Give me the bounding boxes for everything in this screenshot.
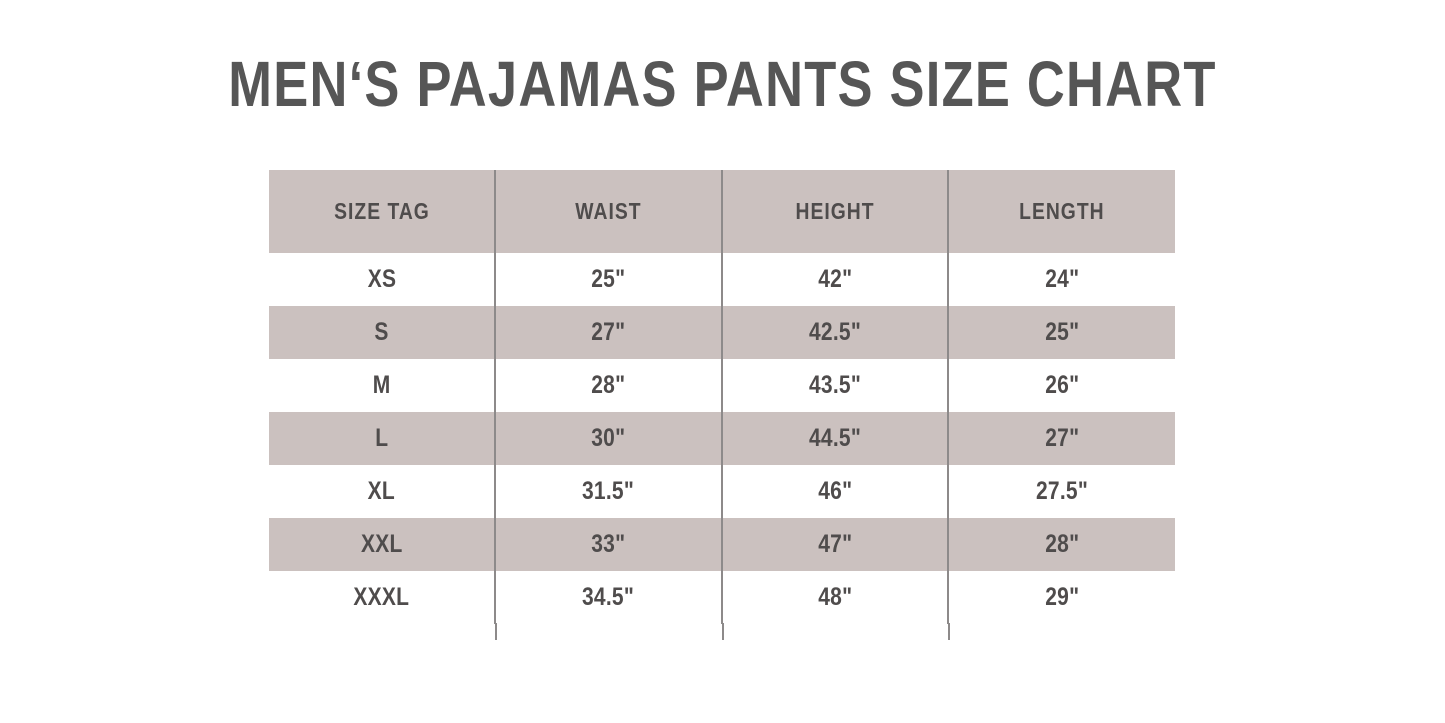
- table-row: L 30" 44.5" 27": [269, 412, 1175, 465]
- column-divider-2: [722, 623, 724, 640]
- cell-size: XL: [269, 465, 495, 518]
- cell-size: L: [269, 412, 495, 465]
- column-header-size-tag-label: SIZE TAG: [333, 198, 430, 224]
- cell-length: 27.5": [947, 465, 1175, 518]
- cell-height: 42": [721, 253, 948, 306]
- cell-size: M: [269, 359, 495, 412]
- table-header: SIZE TAG WAIST HEIGHT LENGTH: [269, 170, 1175, 253]
- column-divider-1: [495, 623, 497, 640]
- cell-waist: 31.5": [494, 465, 722, 518]
- page-title: MEN‘S PAJAMAS PANTS SIZE CHART: [228, 48, 1217, 120]
- cell-length: 29": [947, 571, 1175, 624]
- column-header-length: LENGTH: [947, 170, 1175, 253]
- header-row: SIZE TAG WAIST HEIGHT LENGTH: [269, 170, 1175, 253]
- cell-length: 27": [947, 412, 1175, 465]
- column-header-height-label: HEIGHT: [795, 198, 875, 224]
- cell-height: 42.5": [721, 306, 948, 359]
- cell-height: 43.5": [721, 359, 948, 412]
- cell-waist: 25": [494, 253, 722, 306]
- column-header-height: HEIGHT: [721, 170, 948, 253]
- column-header-length-label: LENGTH: [1019, 198, 1105, 224]
- column-divider-overhang: [269, 623, 1175, 640]
- cell-waist: 33": [494, 518, 722, 571]
- cell-height: 47": [721, 518, 948, 571]
- cell-length: 25": [947, 306, 1175, 359]
- size-chart-table-wrapper: SIZE TAG WAIST HEIGHT LENGTH XS 25" 42" …: [269, 170, 1175, 640]
- cell-size: S: [269, 306, 495, 359]
- column-header-waist-label: WAIST: [575, 198, 642, 224]
- cell-waist: 28": [494, 359, 722, 412]
- cell-length: 26": [947, 359, 1175, 412]
- cell-height: 48": [721, 571, 948, 624]
- table-row: XL 31.5" 46" 27.5": [269, 465, 1175, 518]
- cell-waist: 34.5": [494, 571, 722, 624]
- cell-size: XS: [269, 253, 495, 306]
- column-header-size-tag: SIZE TAG: [269, 170, 495, 253]
- table-row: XXL 33" 47" 28": [269, 518, 1175, 571]
- cell-length: 28": [947, 518, 1175, 571]
- cell-size: XXXL: [269, 571, 495, 624]
- cell-length: 24": [947, 253, 1175, 306]
- size-chart-table: SIZE TAG WAIST HEIGHT LENGTH XS 25" 42" …: [269, 170, 1175, 624]
- cell-waist: 27": [494, 306, 722, 359]
- table-row: M 28" 43.5" 26": [269, 359, 1175, 412]
- cell-height: 46": [721, 465, 948, 518]
- table-row: XS 25" 42" 24": [269, 253, 1175, 306]
- cell-height: 44.5": [721, 412, 948, 465]
- cell-waist: 30": [494, 412, 722, 465]
- cell-size: XXL: [269, 518, 495, 571]
- column-divider-3: [948, 623, 950, 640]
- table-row: XXXL 34.5" 48" 29": [269, 571, 1175, 624]
- table-row: S 27" 42.5" 25": [269, 306, 1175, 359]
- column-header-waist: WAIST: [494, 170, 722, 253]
- table-body: XS 25" 42" 24" S 27" 42.5" 25" M 28" 43.…: [269, 253, 1175, 624]
